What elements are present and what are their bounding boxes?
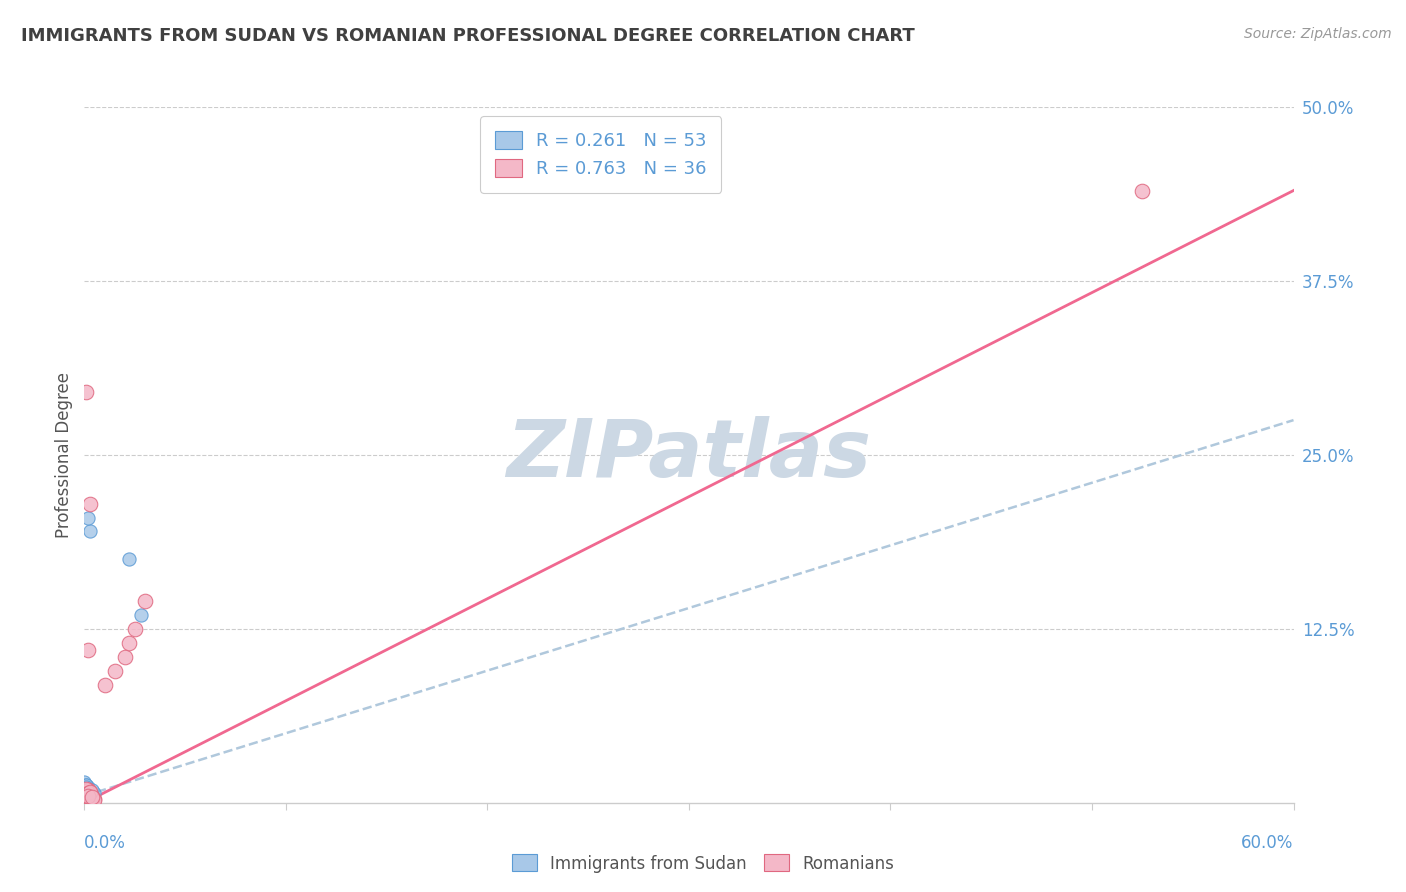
Point: [73, 785, 96, 799]
Point: [77, 785, 100, 799]
Point: [73, 779, 96, 793]
Point: [77, 793, 100, 807]
Point: [77, 790, 100, 805]
Point: [77, 642, 100, 657]
Point: [118, 636, 141, 650]
Point: [73, 775, 96, 789]
Text: Source: ZipAtlas.com: Source: ZipAtlas.com: [1244, 27, 1392, 41]
Point: [82, 790, 104, 805]
Text: 0.0%: 0.0%: [84, 834, 127, 852]
Point: [77, 790, 100, 805]
Point: [75, 780, 97, 795]
Text: ZIPatlas: ZIPatlas: [506, 416, 872, 494]
Point: [82, 791, 104, 805]
Point: [77, 791, 100, 805]
Point: [82, 791, 104, 805]
Legend: Immigrants from Sudan, Romanians: Immigrants from Sudan, Romanians: [505, 847, 901, 880]
Point: [77, 783, 100, 797]
Point: [77, 786, 100, 800]
Y-axis label: Professional Degree: Professional Degree: [55, 372, 73, 538]
Point: [79, 785, 101, 799]
Point: [79, 786, 101, 800]
Point: [83, 791, 105, 805]
Point: [77, 789, 100, 803]
Point: [79, 791, 101, 805]
Point: [75, 789, 97, 803]
Point: [77, 783, 100, 797]
Point: [77, 510, 100, 524]
Text: 60.0%: 60.0%: [1241, 834, 1294, 852]
Point: [134, 594, 156, 608]
Point: [82, 790, 104, 805]
Point: [75, 783, 97, 797]
Point: [124, 622, 146, 636]
Point: [114, 649, 136, 664]
Point: [75, 385, 97, 400]
Point: [75, 781, 97, 796]
Point: [79, 793, 101, 807]
Point: [79, 790, 101, 805]
Point: [75, 789, 97, 803]
Point: [82, 793, 104, 807]
Point: [104, 664, 127, 678]
Point: [93, 677, 115, 691]
Point: [82, 783, 104, 797]
Point: [79, 790, 101, 805]
Point: [77, 788, 100, 802]
Point: [77, 790, 100, 805]
Point: [75, 778, 97, 792]
Point: [75, 791, 97, 805]
Point: [129, 607, 152, 622]
Point: [77, 780, 100, 795]
Point: [79, 789, 101, 803]
Point: [77, 783, 100, 797]
Point: [79, 790, 101, 805]
Point: [77, 789, 100, 803]
Point: [79, 791, 101, 805]
Point: [83, 786, 105, 800]
Point: [77, 788, 100, 802]
Point: [77, 791, 100, 805]
Point: [75, 786, 97, 800]
Point: [77, 788, 100, 802]
Point: [75, 781, 97, 796]
Legend: R = 0.261   N = 53, R = 0.763   N = 36: R = 0.261 N = 53, R = 0.763 N = 36: [481, 116, 721, 193]
Point: [77, 789, 100, 803]
Point: [79, 793, 101, 807]
Point: [75, 781, 97, 796]
Point: [118, 552, 141, 566]
Point: [79, 791, 101, 805]
Point: [79, 785, 101, 799]
Point: [82, 793, 104, 807]
Point: [77, 791, 100, 805]
Point: [83, 791, 105, 805]
Point: [75, 785, 97, 799]
Point: [75, 788, 97, 802]
Point: [75, 783, 97, 797]
Point: [75, 780, 97, 795]
Point: [82, 790, 104, 805]
Text: IMMIGRANTS FROM SUDAN VS ROMANIAN PROFESSIONAL DEGREE CORRELATION CHART: IMMIGRANTS FROM SUDAN VS ROMANIAN PROFES…: [21, 27, 915, 45]
Point: [83, 793, 105, 807]
Point: [77, 786, 100, 800]
Point: [82, 789, 104, 803]
Point: [75, 785, 97, 799]
Point: [82, 791, 104, 805]
Point: [77, 788, 100, 802]
Point: [79, 788, 101, 802]
Point: [79, 788, 101, 802]
Point: [79, 497, 101, 511]
Point: [79, 788, 101, 802]
Point: [79, 524, 101, 539]
Point: [75, 789, 97, 803]
Point: [79, 785, 101, 799]
Point: [82, 793, 104, 807]
Point: [75, 778, 97, 792]
Point: [82, 793, 104, 807]
Point: [79, 786, 101, 800]
Point: [1130, 184, 1153, 198]
Point: [75, 786, 97, 800]
